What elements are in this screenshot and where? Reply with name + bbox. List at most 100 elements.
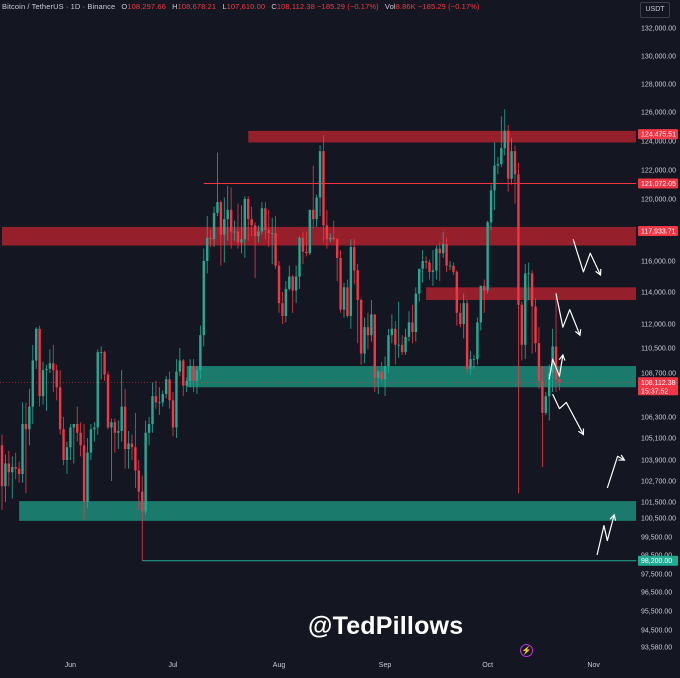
candle — [182, 359, 185, 397]
candle-body — [103, 352, 106, 375]
high-label: H — [172, 2, 178, 11]
candle — [178, 348, 182, 377]
candle-body — [414, 293, 418, 332]
candle-body — [182, 360, 185, 386]
candle — [325, 209, 329, 249]
candle-body — [55, 370, 58, 388]
candle — [199, 325, 202, 380]
volume-label: Vol — [384, 2, 396, 11]
currency-unit-button[interactable]: USDT — [640, 2, 670, 18]
candle — [489, 184, 493, 230]
candle — [520, 301, 524, 361]
resistance-zone-1 — [2, 226, 636, 246]
candle — [486, 220, 489, 294]
candle-body — [127, 443, 130, 449]
candle-body — [250, 219, 253, 226]
candle — [383, 356, 387, 397]
candle — [500, 116, 503, 168]
candle-body — [17, 468, 21, 474]
candle — [472, 354, 476, 369]
candle — [318, 145, 322, 217]
candle — [65, 441, 69, 474]
candle — [28, 388, 31, 446]
lightning-icon[interactable]: ⚡ — [520, 644, 533, 657]
candle — [45, 364, 48, 411]
candle-body — [236, 231, 240, 243]
candle-body — [216, 202, 219, 213]
candle — [503, 109, 506, 156]
price-tick-label: 116,000.00 — [641, 259, 676, 266]
open-label: O — [121, 2, 128, 11]
close-label: C — [271, 2, 277, 11]
candle — [161, 390, 164, 407]
candle-body — [377, 371, 380, 378]
candle — [120, 370, 123, 442]
candle-body — [335, 239, 339, 258]
candle — [212, 206, 216, 248]
candle — [428, 259, 431, 280]
candle — [530, 270, 534, 354]
candle — [4, 454, 7, 502]
candle — [322, 135, 325, 243]
candle — [524, 264, 527, 360]
candle-body — [294, 276, 298, 291]
candle-body — [394, 328, 397, 345]
projection-arrow-3 — [552, 393, 584, 435]
date-tick-label: Nov — [587, 662, 600, 669]
date-tick-label: Jul — [169, 662, 178, 669]
symbol-ohlc-legend: Bitcoin / TetherUS · 1D · Binance O108,2… — [2, 2, 480, 11]
candle-body — [38, 328, 41, 397]
candle — [418, 268, 421, 302]
candle-body — [524, 273, 527, 345]
candle-body — [493, 165, 496, 191]
candle — [154, 380, 158, 409]
candle-body — [431, 270, 435, 272]
candle-body — [312, 209, 315, 220]
candle — [202, 248, 205, 347]
candle-body — [72, 424, 76, 428]
candle-body — [527, 273, 530, 275]
candle-body — [404, 336, 407, 353]
candle-body — [476, 322, 479, 360]
candle — [41, 361, 45, 405]
candle-body — [359, 300, 363, 354]
candle — [134, 412, 137, 488]
price-tick-label: 100,500.00 — [641, 516, 676, 523]
candle-body — [356, 270, 359, 300]
candle — [223, 197, 226, 263]
candle — [151, 382, 154, 433]
price-tick-label: 96,500.00 — [641, 590, 672, 597]
candle-body — [558, 379, 561, 383]
candle-body — [199, 335, 202, 371]
candle-body — [288, 276, 291, 289]
candle — [373, 314, 376, 392]
open-value: 108,297.66 — [127, 2, 166, 11]
candle-body — [62, 429, 65, 460]
candle — [0, 434, 4, 510]
candle — [548, 364, 551, 421]
candle-body — [28, 406, 31, 430]
price-tick-label: 106,300.00 — [641, 415, 676, 422]
candle-body — [325, 225, 329, 240]
candle — [496, 156, 500, 175]
candle-body — [202, 261, 205, 336]
price-tick-label: 130,000.00 — [641, 54, 676, 61]
candle — [113, 418, 117, 453]
candle-body — [537, 343, 541, 381]
candle-body — [500, 148, 503, 165]
price-tick-label: 101,500.00 — [641, 500, 676, 507]
candle-body — [513, 151, 517, 175]
candle — [141, 475, 144, 561]
candle-body — [472, 359, 476, 360]
candle — [329, 233, 332, 243]
date-tick-label: Aug — [273, 662, 286, 669]
candle-body — [11, 467, 14, 473]
candle-body — [554, 346, 558, 380]
candle-body — [175, 371, 178, 428]
candle-body — [486, 222, 489, 291]
support-zone-4 — [19, 501, 637, 521]
candle — [185, 377, 188, 392]
candle-body — [510, 151, 513, 179]
